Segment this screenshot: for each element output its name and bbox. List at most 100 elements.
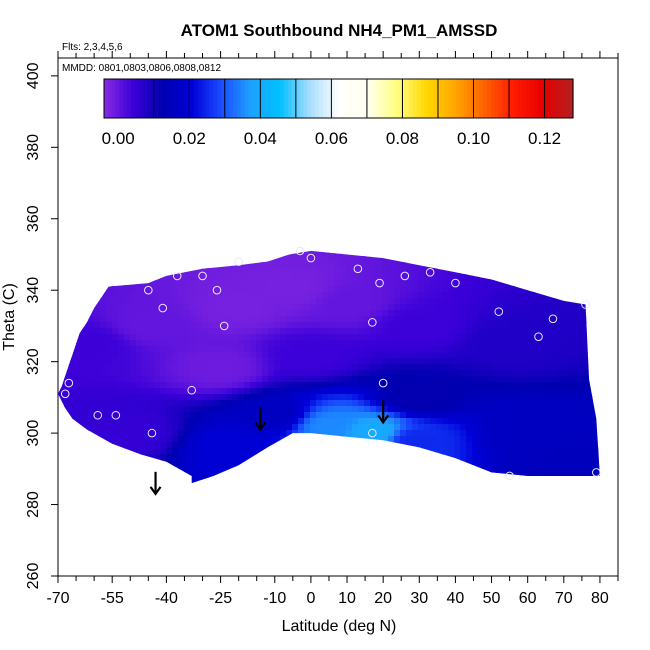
heatmap-cell xyxy=(106,298,113,305)
heatmap-cell xyxy=(154,178,161,185)
heatmap-cell xyxy=(322,442,329,449)
heatmap-cell xyxy=(124,220,131,227)
heatmap-cell xyxy=(70,166,77,173)
heatmap-cell xyxy=(148,424,155,431)
heatmap-cell xyxy=(244,268,251,275)
heatmap-cell xyxy=(208,154,215,161)
heatmap-cell xyxy=(364,430,371,437)
heatmap-cell xyxy=(280,316,287,323)
heatmap-cell xyxy=(352,568,359,575)
heatmap-cell xyxy=(88,442,95,449)
heatmap-cell xyxy=(184,454,191,461)
heatmap-cell xyxy=(400,184,407,191)
heatmap-cell xyxy=(148,316,155,323)
heatmap-cell xyxy=(238,364,245,371)
heatmap-cell xyxy=(346,202,353,209)
heatmap-cell xyxy=(250,244,257,251)
heatmap-cell xyxy=(238,514,245,521)
heatmap-cell xyxy=(286,160,293,167)
heatmap-cell xyxy=(166,118,173,125)
heatmap-cell xyxy=(94,478,101,484)
heatmap-cell xyxy=(112,472,119,479)
heatmap-cell xyxy=(382,340,389,347)
heatmap-cell xyxy=(376,124,383,131)
heatmap-cell xyxy=(298,436,305,443)
heatmap-cell xyxy=(208,136,215,143)
heatmap-cell xyxy=(94,250,101,257)
heatmap-cell xyxy=(166,454,173,461)
heatmap-cell xyxy=(124,178,131,185)
heatmap-cell xyxy=(280,226,287,233)
heatmap-cell xyxy=(358,556,365,563)
heatmap-cell xyxy=(352,550,359,557)
heatmap-cell xyxy=(358,502,365,509)
heatmap-cell xyxy=(136,316,143,323)
heatmap-cell xyxy=(298,394,305,401)
heatmap-cell xyxy=(88,460,95,467)
heatmap-cell xyxy=(292,358,299,365)
heatmap-cell xyxy=(190,532,197,539)
heatmap-cell xyxy=(184,172,191,179)
heatmap-cell xyxy=(388,208,395,215)
heatmap-cell xyxy=(220,436,227,443)
heatmap-cell xyxy=(316,190,323,197)
heatmap-cell xyxy=(364,436,371,443)
heatmap-cell xyxy=(82,256,89,263)
heatmap-cell xyxy=(334,178,341,185)
heatmap-cell xyxy=(64,226,71,233)
heatmap-cell xyxy=(274,526,281,533)
heatmap-cell xyxy=(394,520,401,527)
heatmap-cell xyxy=(112,358,119,365)
heatmap-cell xyxy=(358,322,365,329)
heatmap-cell xyxy=(196,508,203,515)
heatmap-cell xyxy=(136,412,143,419)
heatmap-cell xyxy=(184,190,191,197)
heatmap-cell xyxy=(112,418,119,425)
heatmap-cell xyxy=(352,352,359,359)
heatmap-cell xyxy=(82,442,89,449)
heatmap-cell xyxy=(154,226,161,233)
heatmap-cell xyxy=(250,178,257,185)
heatmap-cell xyxy=(64,382,71,389)
heatmap-cell xyxy=(136,400,143,407)
heatmap-cell xyxy=(172,346,179,353)
heatmap-cell xyxy=(178,340,185,347)
heatmap-cell xyxy=(226,190,233,197)
heatmap-cell xyxy=(148,322,155,329)
heatmap-cell xyxy=(112,406,119,413)
heatmap-cell xyxy=(304,508,311,515)
heatmap-cell xyxy=(88,100,95,107)
heatmap-cell xyxy=(64,118,71,125)
heatmap-cell xyxy=(358,430,365,437)
heatmap-cell xyxy=(304,364,311,371)
heatmap-cell xyxy=(256,382,263,389)
heatmap-cell xyxy=(178,574,185,581)
heatmap-cell xyxy=(94,496,101,503)
heatmap-cell xyxy=(388,574,395,581)
heatmap-cell xyxy=(82,520,89,527)
heatmap-cell xyxy=(316,220,323,227)
heatmap-cell xyxy=(370,166,377,173)
heatmap-cell xyxy=(70,466,77,473)
heatmap-cell xyxy=(262,538,269,545)
heatmap-cell xyxy=(166,304,173,311)
heatmap-cell xyxy=(166,184,173,191)
heatmap-cell xyxy=(286,310,293,317)
heatmap-cell xyxy=(106,538,113,545)
heatmap-cell xyxy=(340,268,347,275)
heatmap-cell xyxy=(166,286,173,293)
heatmap-cell xyxy=(358,166,365,173)
heatmap-cell xyxy=(364,484,371,491)
heatmap-cell xyxy=(292,244,299,251)
heatmap-cell xyxy=(316,394,323,401)
heatmap-cell xyxy=(190,274,197,281)
heatmap-cell xyxy=(202,280,209,287)
heatmap-cell xyxy=(328,436,335,443)
heatmap-cell xyxy=(214,520,221,527)
heatmap-cell xyxy=(70,178,77,185)
heatmap-cell xyxy=(100,496,107,503)
heatmap-cell xyxy=(118,556,125,563)
heatmap-cell xyxy=(394,322,401,329)
heatmap-cell xyxy=(244,466,251,473)
heatmap-cell xyxy=(82,262,89,269)
